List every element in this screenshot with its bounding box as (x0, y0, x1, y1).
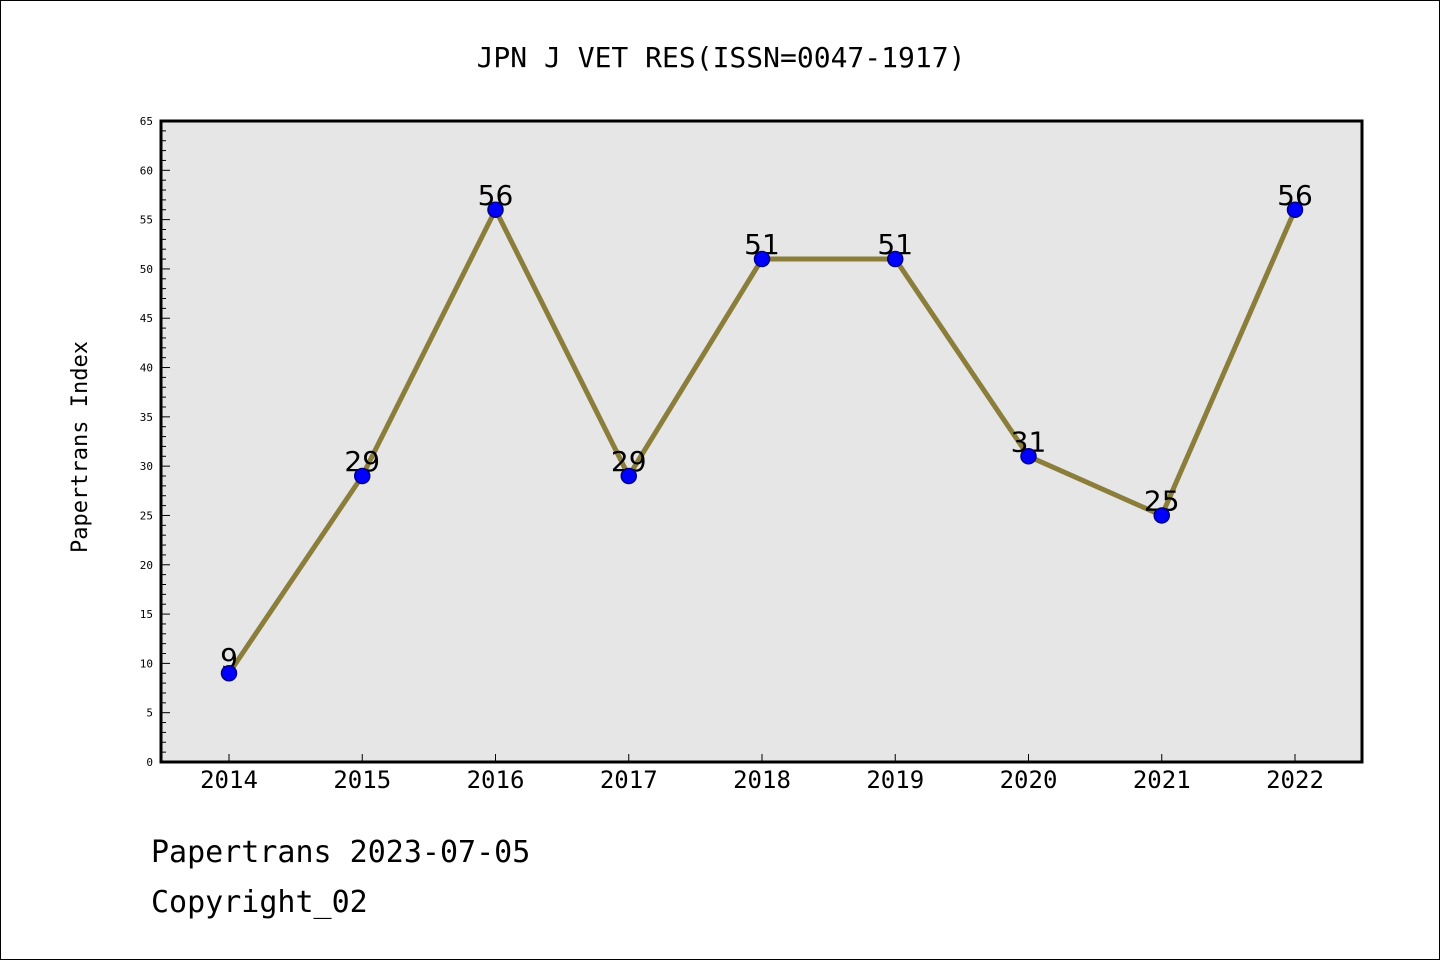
y-tick-label: 15 (140, 608, 153, 621)
x-tick-label: 2016 (467, 766, 525, 794)
chart-title: JPN J VET RES(ISSN=0047-1917) (477, 41, 966, 74)
data-point (753, 250, 771, 268)
data-point (1286, 201, 1304, 219)
y-tick-label: 50 (140, 263, 153, 276)
x-tick-label: 2017 (600, 766, 658, 794)
y-tick-label: 30 (140, 460, 153, 473)
data-point (220, 664, 238, 682)
x-tick-label: 2015 (333, 766, 391, 794)
x-tick-label: 2019 (866, 766, 924, 794)
y-tick-label: 60 (140, 164, 153, 177)
y-tick-label: 35 (140, 411, 153, 424)
x-tick-label: 2014 (200, 766, 258, 794)
data-point (354, 467, 371, 485)
x-tick-label: 2020 (1000, 766, 1058, 794)
plot-frame (159, 119, 1364, 764)
y-tick-label: 10 (140, 657, 153, 670)
data-point (620, 467, 637, 485)
y-tick-label: 20 (140, 559, 153, 572)
footer-copyright-text: Copyright_02 (151, 885, 368, 920)
x-tick-label: 2021 (1133, 766, 1191, 794)
y-tick-label: 45 (140, 312, 153, 325)
y-tick-label: 25 (140, 509, 153, 522)
y-axis-label: Papertrans Index (68, 341, 93, 553)
y-tick-label: 55 (140, 214, 153, 227)
x-tick-label: 2018 (733, 766, 791, 794)
data-point (1020, 448, 1037, 465)
y-tick-label: 0 (146, 756, 153, 769)
y-tick-label: 65 (140, 115, 153, 128)
footer-date-text: Papertrans 2023-07-05 (151, 835, 531, 870)
plot-area (161, 121, 1362, 762)
data-point (887, 250, 904, 268)
data-point (1153, 507, 1170, 524)
y-tick-label: 40 (140, 362, 153, 375)
data-point (487, 201, 504, 219)
x-tick-label: 2022 (1266, 766, 1324, 794)
y-tick-label: 5 (146, 707, 153, 720)
